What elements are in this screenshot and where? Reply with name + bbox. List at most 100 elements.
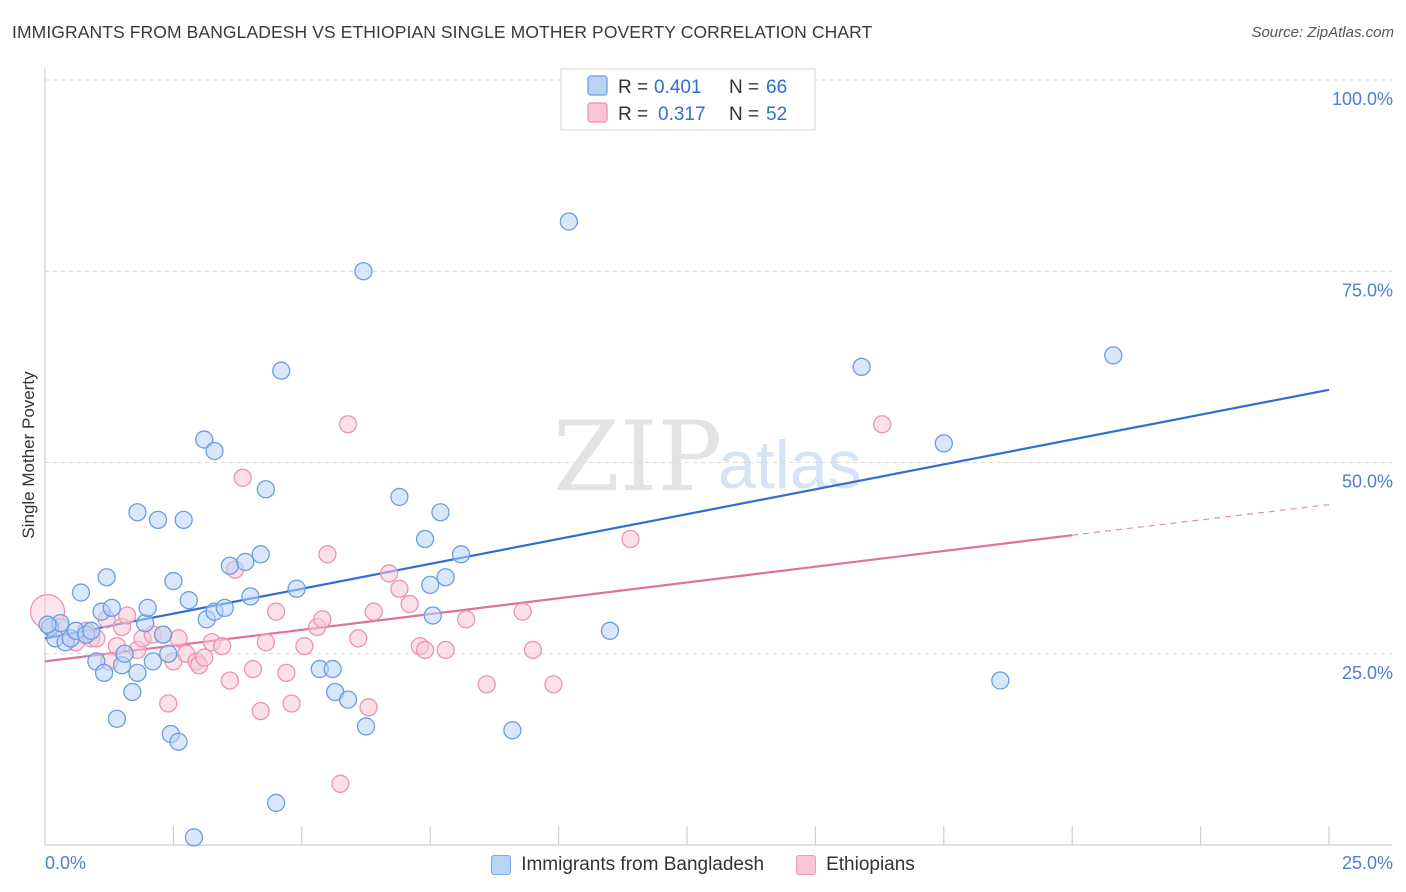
point-ethiopians-50 — [513, 602, 532, 621]
point-bangladesh-19 — [128, 503, 147, 522]
legend-r-value-2: 0.317 — [658, 104, 706, 125]
point-bangladesh-22 — [143, 652, 163, 671]
data-points — [29, 212, 1123, 847]
point-bangladesh-31 — [184, 828, 204, 847]
point-bangladesh-51 — [390, 487, 409, 507]
point-bangladesh-13 — [102, 598, 121, 617]
legend-swatch-ethiopians — [796, 855, 817, 875]
point-ethiopians-30 — [266, 602, 286, 621]
point-ethiopians-28 — [251, 701, 270, 721]
point-bangladesh-25 — [159, 644, 178, 663]
y-tick-label-3: 100.0% — [1332, 89, 1393, 109]
watermark: ZIP atlas — [553, 401, 862, 513]
point-ethiopians-38 — [338, 415, 358, 434]
point-ethiopians-39 — [349, 629, 368, 648]
point-bangladesh-29 — [174, 510, 193, 530]
point-ethiopians-24 — [220, 671, 240, 690]
point-ethiopians-43 — [390, 579, 409, 598]
chart-title: IMMIGRANTS FROM BANGLADESH VS ETHIOPIAN … — [12, 22, 873, 42]
point-bangladesh-37 — [220, 556, 240, 575]
grid — [45, 79, 1392, 655]
point-ethiopians-27 — [243, 659, 263, 679]
point-ethiopians-41 — [364, 602, 383, 621]
legend-n-label-2: N = — [729, 104, 759, 125]
point-ethiopians-53 — [621, 529, 640, 549]
point-bangladesh-30 — [179, 591, 198, 610]
legend-label-bangladesh: Immigrants from Bangladesh — [521, 854, 765, 875]
source-credit: Source: ZipAtlas.com — [1251, 24, 1394, 41]
point-bangladesh-27 — [164, 571, 183, 591]
point-bangladesh-49 — [354, 262, 373, 281]
point-bangladesh-50 — [356, 717, 376, 736]
point-bangladesh-46 — [323, 659, 342, 679]
point-ethiopians-29 — [256, 633, 275, 652]
legend-label-ethiopians: Ethiopians — [826, 854, 915, 875]
point-ethiopians-47 — [436, 640, 455, 660]
point-ethiopians-23 — [213, 636, 232, 656]
point-ethiopians-17 — [169, 629, 188, 648]
point-ethiopians-52 — [544, 675, 563, 694]
legend-swatch-bangladesh — [491, 855, 512, 875]
point-bangladesh-53 — [421, 575, 440, 595]
legend-item-ethiopians: Ethiopians — [796, 854, 915, 876]
y-tick-label-0: 25.0% — [1342, 663, 1393, 683]
point-bangladesh-63 — [991, 671, 1010, 690]
point-bangladesh-21 — [138, 598, 157, 617]
point-bangladesh-44 — [287, 579, 306, 598]
watermark-atlas: atlas — [718, 427, 862, 503]
point-bangladesh-20 — [136, 614, 155, 633]
point-ethiopians-51 — [523, 640, 543, 660]
legend-r-label-2: R = — [618, 104, 648, 125]
point-ethiopians-44 — [400, 594, 419, 614]
correlation-legend: R = 0.401 N = 66 R = 0.317 N = 52 — [560, 68, 816, 131]
point-ethiopians-15 — [159, 694, 178, 713]
point-bangladesh-52 — [415, 529, 435, 549]
point-bangladesh-59 — [559, 212, 579, 231]
point-ethiopians-35 — [313, 610, 332, 629]
point-ethiopians-10 — [118, 606, 137, 625]
point-bangladesh-36 — [215, 598, 234, 617]
y-tick-label-1: 50.0% — [1342, 472, 1393, 492]
legend-swatch-blue — [587, 75, 608, 96]
point-ethiopians-31 — [277, 663, 296, 683]
watermark-zip: ZIP — [553, 401, 722, 513]
legend-item-bangladesh: Immigrants from Bangladesh — [491, 854, 764, 876]
point-bangladesh-62 — [934, 434, 953, 453]
point-ethiopians-32 — [282, 694, 301, 713]
point-bangladesh-14 — [107, 709, 127, 728]
point-bangladesh-8 — [82, 621, 101, 640]
point-bangladesh-48 — [338, 690, 358, 709]
point-bangladesh-28 — [169, 732, 188, 751]
point-bangladesh-6 — [71, 583, 91, 602]
legend-n-label-1: N = — [729, 77, 759, 98]
point-bangladesh-57 — [451, 545, 471, 564]
point-ethiopians-40 — [359, 698, 378, 717]
point-ethiopians-49 — [477, 675, 496, 694]
point-ethiopians-36 — [318, 545, 337, 564]
x-tick-labels: 0.0% 25.0% — [45, 853, 1393, 873]
point-bangladesh-60 — [600, 621, 620, 640]
legend-n-value-2: 52 — [766, 104, 787, 125]
point-bangladesh-61 — [852, 357, 871, 377]
point-bangladesh-55 — [431, 503, 450, 522]
point-bangladesh-35 — [205, 441, 224, 461]
legend-swatch-pink — [587, 102, 608, 123]
point-bangladesh-65 — [38, 615, 57, 634]
point-bangladesh-42 — [266, 793, 286, 813]
point-bangladesh-18 — [128, 663, 147, 683]
point-bangladesh-17 — [123, 682, 142, 702]
point-bangladesh-12 — [97, 568, 116, 587]
trend-line-ethiopians — [44, 534, 1073, 663]
series-legend: Immigrants from Bangladesh Ethiopians — [0, 852, 1406, 878]
point-ethiopians-33 — [295, 636, 314, 656]
y-tick-label-2: 75.0% — [1342, 280, 1393, 300]
point-bangladesh-56 — [436, 568, 455, 587]
point-ethiopians-21 — [195, 648, 214, 667]
point-ethiopians-54 — [873, 415, 892, 434]
point-bangladesh-38 — [236, 552, 255, 572]
point-bangladesh-43 — [272, 361, 291, 380]
point-bangladesh-58 — [503, 721, 522, 740]
legend-r-value-1: 0.401 — [654, 77, 702, 98]
point-ethiopians-46 — [415, 640, 435, 660]
